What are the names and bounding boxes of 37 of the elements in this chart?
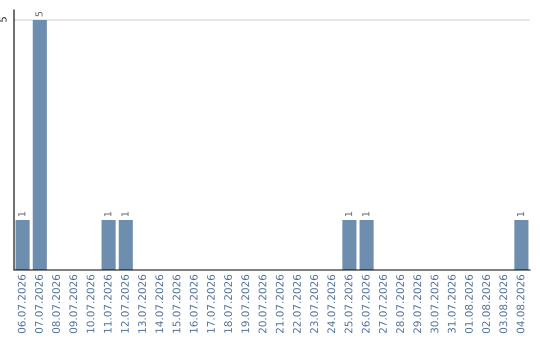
x-tick-label: 19.07.2026 bbox=[241, 274, 250, 333]
x-tick-label: 10.07.2026 bbox=[86, 274, 94, 333]
x-tick-label: 31.07.2026 bbox=[448, 274, 456, 334]
data-label: 1 bbox=[104, 212, 112, 216]
x-tick-label: 09.07.2026 bbox=[69, 274, 78, 334]
data-label: 1 bbox=[18, 212, 26, 216]
x-tick-label: 07.07.2026 bbox=[34, 274, 43, 334]
x-tick-label: 21.07.2026 bbox=[276, 274, 284, 334]
data-label: 1 bbox=[344, 212, 352, 216]
x-tick-label: 13.07.2026 bbox=[138, 274, 146, 333]
x-tick-label: 30.07.2026 bbox=[430, 274, 438, 334]
x-tick-label: 18.07.2026 bbox=[224, 274, 232, 333]
x-tick-label: 02.08.2026 bbox=[482, 274, 490, 334]
x-tick-label: 06.07.2026 bbox=[18, 274, 26, 334]
x-tick-label: 04.08.2026 bbox=[516, 274, 524, 334]
data-label: 5 bbox=[35, 12, 43, 16]
data-label: 1 bbox=[121, 212, 128, 216]
x-tick-label: 11.07.2026 bbox=[104, 274, 112, 333]
x-tick-label: 29.07.2026 bbox=[413, 274, 422, 334]
x-tick-label: 22.07.2026 bbox=[292, 274, 301, 334]
x-tick-label: 23.07.2026 bbox=[310, 274, 318, 334]
x-tick-label: 27.07.2026 bbox=[378, 274, 387, 334]
x-tick-label: 15.07.2026 bbox=[172, 274, 180, 333]
x-tick-label: 03.08.2026 bbox=[499, 274, 508, 334]
data-label: 1 bbox=[362, 212, 370, 216]
x-tick-label: 01.08.2026 bbox=[464, 274, 473, 334]
x-tick-label: 08.07.2026 bbox=[52, 274, 60, 334]
x-tick-label: 26.07.2026 bbox=[362, 274, 370, 334]
x-tick-label: 20.07.2026 bbox=[258, 274, 266, 334]
data-label: 1 bbox=[516, 212, 524, 216]
x-tick-label: 17.07.2026 bbox=[206, 274, 215, 333]
x-tick-label: 28.07.2026 bbox=[396, 274, 404, 334]
x-tick-label: 24.07.2026 bbox=[327, 274, 336, 334]
x-tick-label: 12.07.2026 bbox=[120, 274, 129, 333]
x-tick-label: 14.07.2026 bbox=[155, 274, 164, 333]
x-tick-label: 16.07.2026 bbox=[190, 274, 198, 333]
x-tick-label: 25.07.2026 bbox=[344, 274, 352, 334]
